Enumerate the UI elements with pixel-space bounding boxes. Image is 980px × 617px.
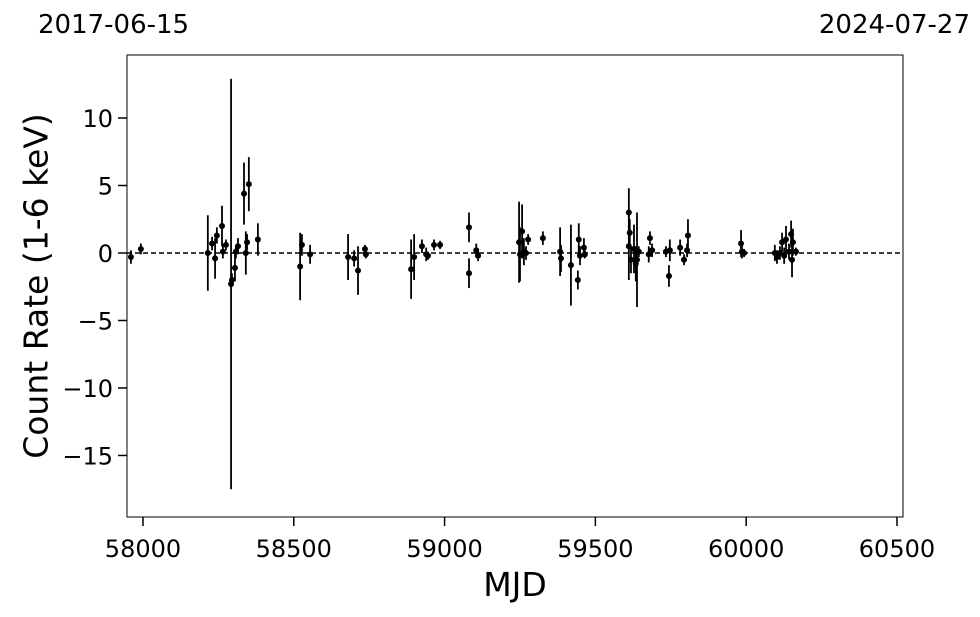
data-point (665, 272, 672, 279)
data-point (635, 248, 642, 255)
start-date: 2017-06-15 (38, 10, 189, 40)
data-point (666, 247, 673, 254)
end-date: 2024-07-27 (819, 10, 970, 40)
data-point (228, 276, 235, 283)
data-point (580, 244, 587, 251)
data-point (789, 239, 796, 246)
data-point (574, 276, 581, 283)
data-point (792, 248, 799, 255)
data-point (127, 254, 134, 261)
data-point (437, 241, 444, 248)
data-point (576, 252, 583, 259)
y-axis-label: Count Rate (1-6 keV) (17, 113, 56, 459)
data-point (361, 245, 368, 252)
data-point (466, 270, 473, 277)
data-point (475, 252, 482, 259)
data-point (466, 224, 473, 231)
data-point (418, 243, 425, 250)
data-point (219, 223, 226, 230)
data-point (575, 236, 582, 243)
data-point (523, 250, 530, 256)
data-point (581, 251, 588, 258)
data-point (781, 252, 788, 259)
data-point (738, 240, 745, 247)
data-point (646, 235, 653, 242)
data-point (411, 254, 418, 261)
data-point (516, 239, 523, 246)
data-point (782, 236, 789, 243)
data-point (234, 243, 241, 250)
data-point (222, 241, 229, 248)
y-tick-label: 0 (98, 240, 113, 268)
y-tick-label: −10 (62, 375, 113, 403)
data-point (212, 255, 219, 262)
data-point (519, 228, 526, 235)
plot-frame (126, 54, 904, 518)
data-point (785, 248, 792, 255)
data-point (355, 267, 362, 274)
data-point (684, 247, 691, 254)
y-tick-label: −15 (62, 442, 113, 470)
data-point (345, 254, 352, 261)
data-point (431, 241, 438, 248)
data-point (245, 181, 252, 188)
data-point (297, 263, 304, 270)
data-point (254, 236, 261, 243)
data-point (627, 256, 634, 263)
x-tick-label: 59500 (557, 535, 633, 563)
data-point (539, 235, 546, 242)
y-tick-label: 5 (98, 173, 113, 201)
data-point (204, 250, 211, 256)
data-point (307, 251, 314, 258)
data-point (633, 256, 640, 263)
data-point (244, 239, 251, 246)
data-point (351, 255, 358, 262)
data-point (684, 232, 691, 239)
data-point (645, 251, 652, 258)
data-point (362, 251, 369, 258)
x-tick-label: 59000 (406, 535, 482, 563)
y-tick-label: −5 (78, 307, 113, 335)
data-point (408, 266, 415, 273)
data-point (525, 236, 532, 243)
data-point (209, 240, 216, 247)
y-tick-label: 10 (82, 105, 113, 133)
data-point (137, 245, 144, 252)
data-point (626, 229, 633, 236)
data-point (557, 255, 564, 262)
data-point (424, 252, 431, 259)
data-point (649, 247, 656, 254)
data-point (677, 244, 684, 251)
data-point (242, 250, 249, 256)
data-point (213, 232, 220, 239)
data-point (241, 190, 248, 197)
data-point (298, 241, 305, 248)
x-tick-label: 58500 (256, 535, 332, 563)
x-axis-label: MJD (483, 565, 547, 604)
data-point (741, 250, 748, 256)
data-point (681, 256, 688, 263)
data-point (567, 262, 574, 269)
data-point (789, 256, 796, 263)
data-point (557, 248, 564, 255)
x-tick-label: 60000 (708, 535, 784, 563)
data-point (231, 264, 238, 271)
x-tick-label: 58000 (105, 535, 181, 563)
data-point (219, 248, 226, 255)
x-tick-label: 60500 (859, 535, 935, 563)
